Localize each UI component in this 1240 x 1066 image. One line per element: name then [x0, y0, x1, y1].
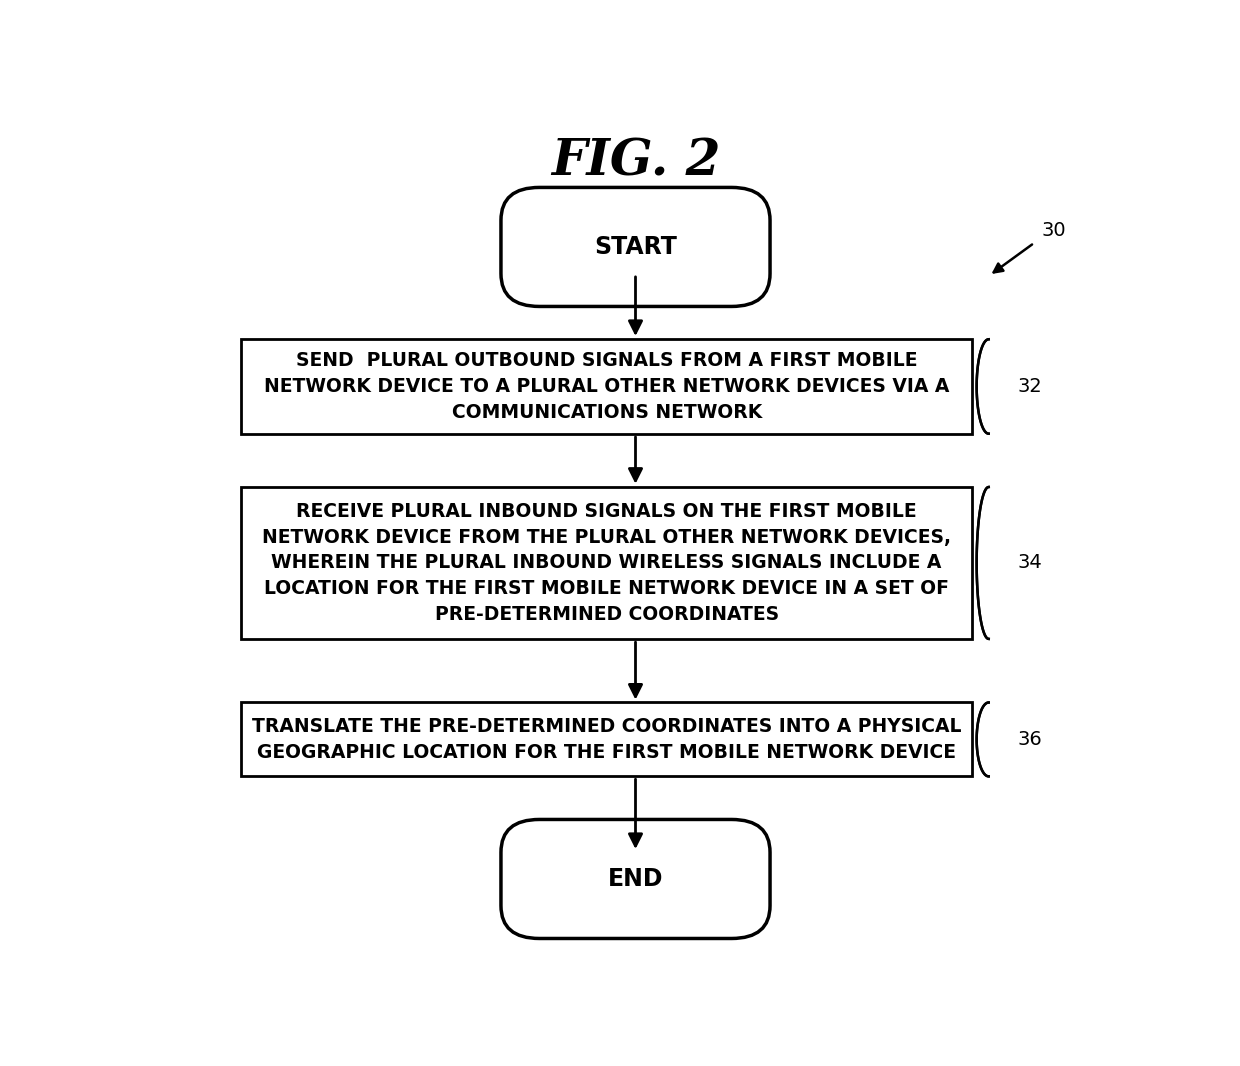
Text: RECEIVE PLURAL INBOUND SIGNALS ON THE FIRST MOBILE
NETWORK DEVICE FROM THE PLURA: RECEIVE PLURAL INBOUND SIGNALS ON THE FI… — [262, 502, 951, 624]
Text: SEND  PLURAL OUTBOUND SIGNALS FROM A FIRST MOBILE
NETWORK DEVICE TO A PLURAL OTH: SEND PLURAL OUTBOUND SIGNALS FROM A FIRS… — [264, 351, 950, 422]
Bar — [242, 339, 972, 434]
Text: END: END — [608, 867, 663, 891]
FancyBboxPatch shape — [501, 820, 770, 938]
Text: 32: 32 — [1018, 377, 1043, 395]
Bar — [242, 487, 972, 639]
Bar — [242, 702, 972, 776]
Text: 34: 34 — [1018, 553, 1043, 572]
Text: START: START — [594, 235, 677, 259]
Text: 30: 30 — [1042, 221, 1066, 240]
Text: FIG. 2: FIG. 2 — [551, 138, 720, 187]
Text: TRANSLATE THE PRE-DETERMINED COORDINATES INTO A PHYSICAL
GEOGRAPHIC LOCATION FOR: TRANSLATE THE PRE-DETERMINED COORDINATES… — [252, 717, 961, 762]
Text: 36: 36 — [1018, 730, 1043, 749]
FancyBboxPatch shape — [501, 188, 770, 306]
